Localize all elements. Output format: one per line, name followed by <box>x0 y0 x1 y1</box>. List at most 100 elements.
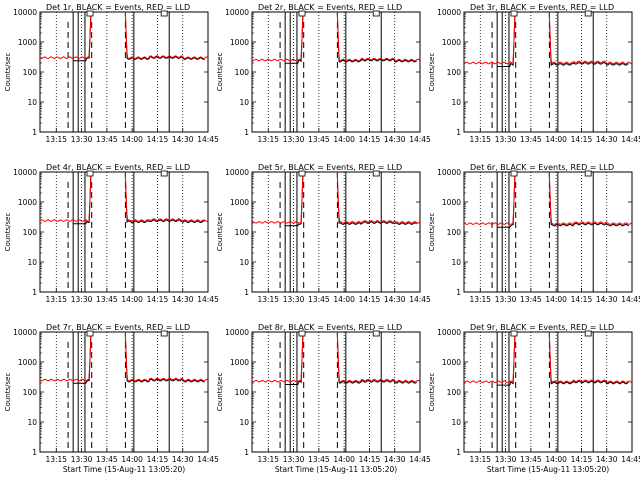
x-tick-label: 13:45 <box>520 295 542 304</box>
y-tick-label: 1 <box>456 288 461 297</box>
x-tick-label: 14:15 <box>147 455 169 464</box>
y-tick-label: 1 <box>244 288 249 297</box>
y-axis-label: Counts/sec <box>216 213 224 252</box>
x-axis-label: Start Time (15-Aug-11 13:05:20) <box>487 465 609 474</box>
x-tick-label: 13:30 <box>71 455 93 464</box>
y-tick-label: 100 <box>447 228 462 237</box>
y-tick-label: 10000 <box>437 168 461 177</box>
y-tick-label: 1 <box>244 448 249 457</box>
x-tick-label: 14:45 <box>197 295 219 304</box>
state-marker-box <box>86 170 94 177</box>
y-tick-label: 100 <box>23 388 38 397</box>
x-tick-label: 13:45 <box>308 295 330 304</box>
x-tick-label: 14:30 <box>172 135 194 144</box>
x-tick-label: 14:45 <box>621 455 640 464</box>
x-tick-label: 14:15 <box>147 295 169 304</box>
x-tick-label: 13:15 <box>469 135 491 144</box>
panel-title: Det 6r, BLACK = Events, RED = LLD <box>470 163 614 172</box>
x-tick-label: 13:45 <box>308 135 330 144</box>
x-tick-label: 13:15 <box>469 455 491 464</box>
x-tick-label: 14:30 <box>596 135 618 144</box>
panel-title: Det 7r, BLACK = Events, RED = LLD <box>46 323 190 332</box>
x-tick-label: 14:00 <box>333 295 355 304</box>
lld-series-line <box>464 172 632 225</box>
x-tick-label: 13:45 <box>308 455 330 464</box>
detector-panel: Det 4r, BLACK = Events, RED = LLD 1 10 100 1… <box>4 163 219 304</box>
y-tick-label: 10 <box>451 98 461 107</box>
y-tick-label: 10000 <box>437 328 461 337</box>
x-axis-label: Start Time (15-Aug-11 13:05:20) <box>63 465 185 474</box>
detector-panel: Det 3r, BLACK = Events, RED = LLD 1 10 100 1… <box>428 3 640 144</box>
x-tick-label: 13:15 <box>45 135 67 144</box>
y-tick-label: 1000 <box>18 198 37 207</box>
y-tick-label: 100 <box>235 388 250 397</box>
y-axis-label: Counts/sec <box>4 53 12 92</box>
x-tick-label: 14:45 <box>621 135 640 144</box>
x-tick-label: 13:30 <box>71 135 93 144</box>
y-tick-label: 1000 <box>230 358 249 367</box>
x-tick-label: 14:15 <box>359 455 381 464</box>
x-tick-label: 14:00 <box>333 455 355 464</box>
detector-panel: Det 7r, BLACK = Events, RED = LLD 1 10 100 1… <box>4 323 219 474</box>
x-tick-label: 14:00 <box>333 135 355 144</box>
state-marker-box <box>86 330 94 337</box>
y-tick-label: 100 <box>23 68 38 77</box>
x-tick-label: 13:30 <box>283 295 305 304</box>
events-series-line <box>497 332 629 386</box>
y-tick-label: 1000 <box>230 38 249 47</box>
x-tick-label: 14:00 <box>121 455 143 464</box>
y-tick-label: 10 <box>27 98 37 107</box>
y-tick-label: 10000 <box>13 328 37 337</box>
y-tick-label: 100 <box>447 388 462 397</box>
state-marker-box <box>510 10 518 17</box>
lld-series-line <box>464 12 632 65</box>
y-axis-label: Counts/sec <box>216 373 224 412</box>
x-tick-label: 14:15 <box>571 295 593 304</box>
x-tick-label: 14:15 <box>571 135 593 144</box>
y-tick-label: 1000 <box>442 358 461 367</box>
y-tick-label: 100 <box>447 68 462 77</box>
x-tick-label: 13:45 <box>96 455 118 464</box>
y-tick-label: 1000 <box>442 38 461 47</box>
detector-panel: Det 5r, BLACK = Events, RED = LLD 1 10 100 1… <box>216 163 431 304</box>
events-series-line <box>73 172 205 225</box>
state-marker-box <box>510 330 518 337</box>
y-axis-label: Counts/sec <box>4 213 12 252</box>
state-marker-box <box>160 330 168 337</box>
detector-panel: Det 6r, BLACK = Events, RED = LLD 1 10 100 1… <box>428 163 640 304</box>
x-tick-label: 13:30 <box>495 295 517 304</box>
y-tick-label: 10 <box>239 418 249 427</box>
panel-title: Det 4r, BLACK = Events, RED = LLD <box>46 163 190 172</box>
lld-series-line <box>40 12 208 60</box>
x-tick-label: 13:30 <box>283 455 305 464</box>
lld-series-line <box>252 12 420 62</box>
lld-series-line <box>40 332 208 382</box>
x-tick-label: 13:15 <box>257 135 279 144</box>
x-tick-label: 14:15 <box>359 295 381 304</box>
x-tick-label: 13:15 <box>45 295 67 304</box>
y-axis-label: Counts/sec <box>4 373 12 412</box>
x-tick-label: 14:30 <box>596 295 618 304</box>
y-tick-label: 10000 <box>437 8 461 17</box>
x-tick-label: 14:30 <box>172 455 194 464</box>
detector-panel: Det 2r, BLACK = Events, RED = LLD 1 10 100 1… <box>216 3 431 144</box>
events-series-line <box>285 332 417 385</box>
events-series-line <box>497 12 629 67</box>
y-tick-label: 10 <box>451 258 461 267</box>
x-tick-label: 13:45 <box>520 135 542 144</box>
x-tick-label: 13:30 <box>283 135 305 144</box>
y-tick-label: 10 <box>451 418 461 427</box>
events-series-line <box>497 172 629 228</box>
y-tick-label: 100 <box>23 228 38 237</box>
lld-series-line <box>252 332 420 383</box>
y-tick-label: 10 <box>239 258 249 267</box>
y-axis-label: Counts/sec <box>428 213 436 252</box>
y-tick-label: 1 <box>32 128 37 137</box>
x-tick-label: 14:15 <box>571 455 593 464</box>
x-tick-label: 13:15 <box>257 455 279 464</box>
panel-title: Det 9r, BLACK = Events, RED = LLD <box>470 323 614 332</box>
x-tick-label: 14:45 <box>197 135 219 144</box>
events-series-line <box>73 332 205 384</box>
y-tick-label: 1 <box>244 128 249 137</box>
